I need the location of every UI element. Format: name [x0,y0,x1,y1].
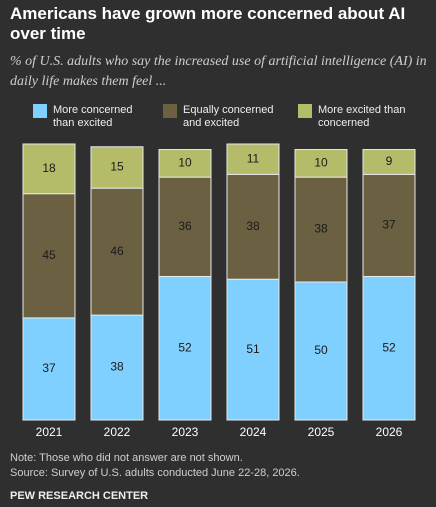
bar-segment [90,314,144,421]
bar-segment [22,143,76,195]
x-tick-label: 2023 [172,425,199,439]
legend-label: Equally concerned and excited [183,104,274,129]
bar-segment [226,143,280,175]
legend-item: More concerned than excited [33,104,143,130]
x-tick-label: 2025 [308,425,335,439]
data-label: 52 [382,340,396,354]
data-label: 38 [246,219,260,233]
data-label: 9 [386,154,393,168]
bar-segment [90,187,144,316]
x-tick-label: 2024 [240,425,267,439]
legend-item: Equally concerned and excited [163,104,293,130]
data-label: 37 [382,218,396,232]
data-label: 36 [178,219,192,233]
data-label: 38 [314,222,328,236]
bar-segment [158,176,212,277]
bar-segment [294,281,348,421]
bar-segment [226,173,280,280]
data-label: 52 [178,340,192,354]
data-label: 11 [247,151,260,165]
legend-label: More concerned than excited [53,104,133,129]
bar-segment [294,149,348,178]
bar-segment [226,278,280,421]
chart-subtitle: % of U.S. adults who say the increased u… [10,54,427,89]
legend-swatch [298,104,312,118]
legend-swatch [163,104,177,118]
bar-segment [22,193,76,319]
x-tick-label: 2022 [104,425,131,439]
bar-segment [294,176,348,283]
data-label: 37 [42,361,56,375]
data-label: 46 [110,244,124,258]
x-tick-label: 2026 [376,425,403,439]
note: Note: Those who did not answer are not s… [10,452,243,464]
data-label: 50 [314,343,328,357]
data-label: 10 [314,155,328,169]
data-label: 51 [246,342,260,356]
source: Source: Survey of U.S. adults conducted … [10,467,300,479]
bar-segment [158,275,212,421]
legend-swatch [33,104,47,118]
bar-segment [362,149,416,175]
brand: PEW RESEARCH CENTER [10,490,149,502]
data-label: 10 [178,155,192,169]
x-tick-label: 2021 [36,425,63,439]
bar-segment [362,275,416,421]
bar-segment [158,149,212,178]
legend-label: More excited than concerned [318,104,406,129]
bar-segment [22,317,76,421]
bar-segment [90,146,144,189]
data-label: 45 [42,248,56,262]
legend-item: More excited than concerned [298,104,418,130]
chart-title: Americans have grown more concerned abou… [10,4,406,43]
data-label: 15 [110,160,124,174]
data-label: 18 [42,161,56,175]
data-label: 38 [110,360,124,374]
